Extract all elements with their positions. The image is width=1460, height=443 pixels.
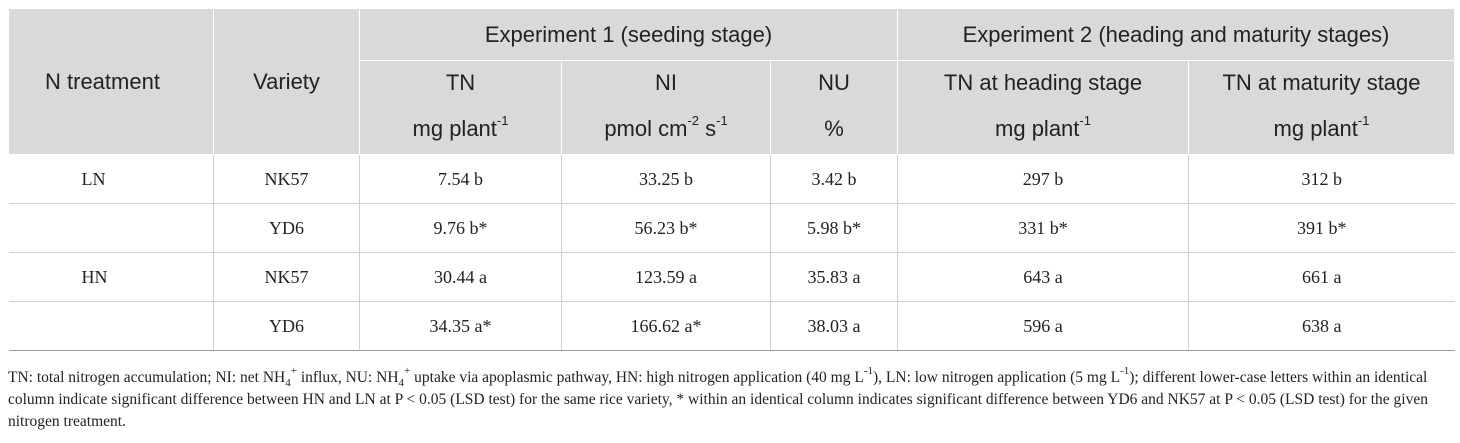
footnote-part-1: TN: total nitrogen accumulation; NI: net… — [8, 369, 286, 386]
cell-treatment — [8, 301, 214, 351]
cell-tn-maturity: 661 a — [1188, 252, 1455, 302]
unit-tn-maturity-exponent: -1 — [1357, 112, 1370, 128]
table-header: N treatment Variety Experiment 1 (seedin… — [8, 8, 1455, 155]
cell-nu: 5.98 b* — [770, 203, 898, 253]
cell-ni: 33.25 b — [561, 154, 771, 204]
cell-nu: 35.83 a — [770, 252, 898, 302]
unit-tn-heading-text: mg plant — [995, 116, 1080, 141]
cell-tn-heading: 331 b* — [897, 203, 1189, 253]
header-ni: NI — [561, 60, 771, 104]
unit-ni: pmol cm-2 s-1 — [561, 104, 771, 155]
cell-treatment: LN — [8, 154, 214, 204]
header-experiment-2: Experiment 2 (heading and maturity stage… — [897, 8, 1455, 61]
unit-tn-exponent: -1 — [496, 112, 509, 128]
cell-tn-maturity: 312 b — [1188, 154, 1455, 204]
nh4-superscript-1: + — [290, 364, 297, 377]
header-tn: TN — [359, 60, 562, 104]
table-row: YD6 34.35 a* 166.62 a* 38.03 a 596 a 638… — [8, 301, 1455, 351]
footnote-part-4: ), LN: low nitrogen application (5 mg L — [873, 369, 1121, 386]
unit-tn-heading: mg plant-1 — [897, 104, 1189, 155]
cell-tn: 7.54 b — [359, 154, 562, 204]
nh4-superscript-2: + — [404, 364, 411, 377]
cell-variety: NK57 — [213, 154, 360, 204]
unit-tn-text: mg plant — [412, 116, 497, 141]
cell-treatment: HN — [8, 252, 214, 302]
cell-nu: 38.03 a — [770, 301, 898, 351]
cell-nu: 3.42 b — [770, 154, 898, 204]
unit-tn-heading-exponent: -1 — [1079, 112, 1091, 128]
cell-tn: 30.44 a — [359, 252, 562, 302]
header-nu: NU — [770, 60, 898, 104]
nh4-subscript-1: 4 — [285, 377, 291, 390]
unit-ni-text: pmol cm — [604, 116, 688, 141]
table-row: LN NK57 7.54 b 33.25 b 3.42 b 297 b 312 … — [8, 154, 1455, 204]
footnote-part-5: ); different lower-case letters within a… — [8, 369, 1428, 430]
header-tn-maturity: TN at maturity stage — [1188, 60, 1455, 104]
unit-tn: mg plant-1 — [359, 104, 562, 155]
cell-tn-heading: 643 a — [897, 252, 1189, 302]
unit-ni-exponent-2: -1 — [716, 112, 728, 128]
nh4-subscript-2: 4 — [398, 377, 405, 390]
table-body: LN NK57 7.54 b 33.25 b 3.42 b 297 b 312 … — [8, 154, 1455, 351]
cell-tn: 9.76 b* — [359, 203, 562, 253]
results-table: N treatment Variety Experiment 1 (seedin… — [8, 8, 1455, 351]
table-row: YD6 9.76 b* 56.23 b* 5.98 b* 331 b* 391 … — [8, 203, 1455, 253]
footnote-part-2: influx, NU: NH — [296, 369, 399, 386]
unit-ni-seconds: s — [705, 116, 717, 141]
cell-variety: YD6 — [213, 203, 360, 253]
header-n-treatment: N treatment — [8, 8, 214, 155]
cell-tn-heading: 297 b — [897, 154, 1189, 204]
header-tn-heading: TN at heading stage — [897, 60, 1189, 104]
unit-tn-maturity-text: mg plant — [1273, 116, 1358, 141]
footnote-part-3: uptake via apoplasmic pathway, HN: high … — [410, 369, 864, 386]
table-footnote: TN: total nitrogen accumulation; NI: net… — [8, 364, 1454, 433]
cell-ni: 166.62 a* — [561, 301, 771, 351]
unit-ni-exponent-1: -2 — [687, 112, 699, 128]
cell-tn-maturity: 638 a — [1188, 301, 1455, 351]
unit-tn-maturity: mg plant-1 — [1188, 104, 1455, 155]
cell-tn-heading: 596 a — [897, 301, 1189, 351]
cell-ni: 123.59 a — [561, 252, 771, 302]
cell-variety: YD6 — [213, 301, 360, 351]
cell-tn: 34.35 a* — [359, 301, 562, 351]
cell-ni: 56.23 b* — [561, 203, 771, 253]
footnote-exponent-1: -1 — [863, 364, 873, 377]
header-experiment-1: Experiment 1 (seeding stage) — [359, 8, 898, 61]
table-row: HN NK57 30.44 a 123.59 a 35.83 a 643 a 6… — [8, 252, 1455, 302]
unit-nu: % — [770, 104, 898, 155]
footnote-exponent-2: -1 — [1120, 364, 1130, 377]
cell-treatment — [8, 203, 214, 253]
header-variety: Variety — [213, 8, 360, 155]
cell-tn-maturity: 391 b* — [1188, 203, 1455, 253]
cell-variety: NK57 — [213, 252, 360, 302]
